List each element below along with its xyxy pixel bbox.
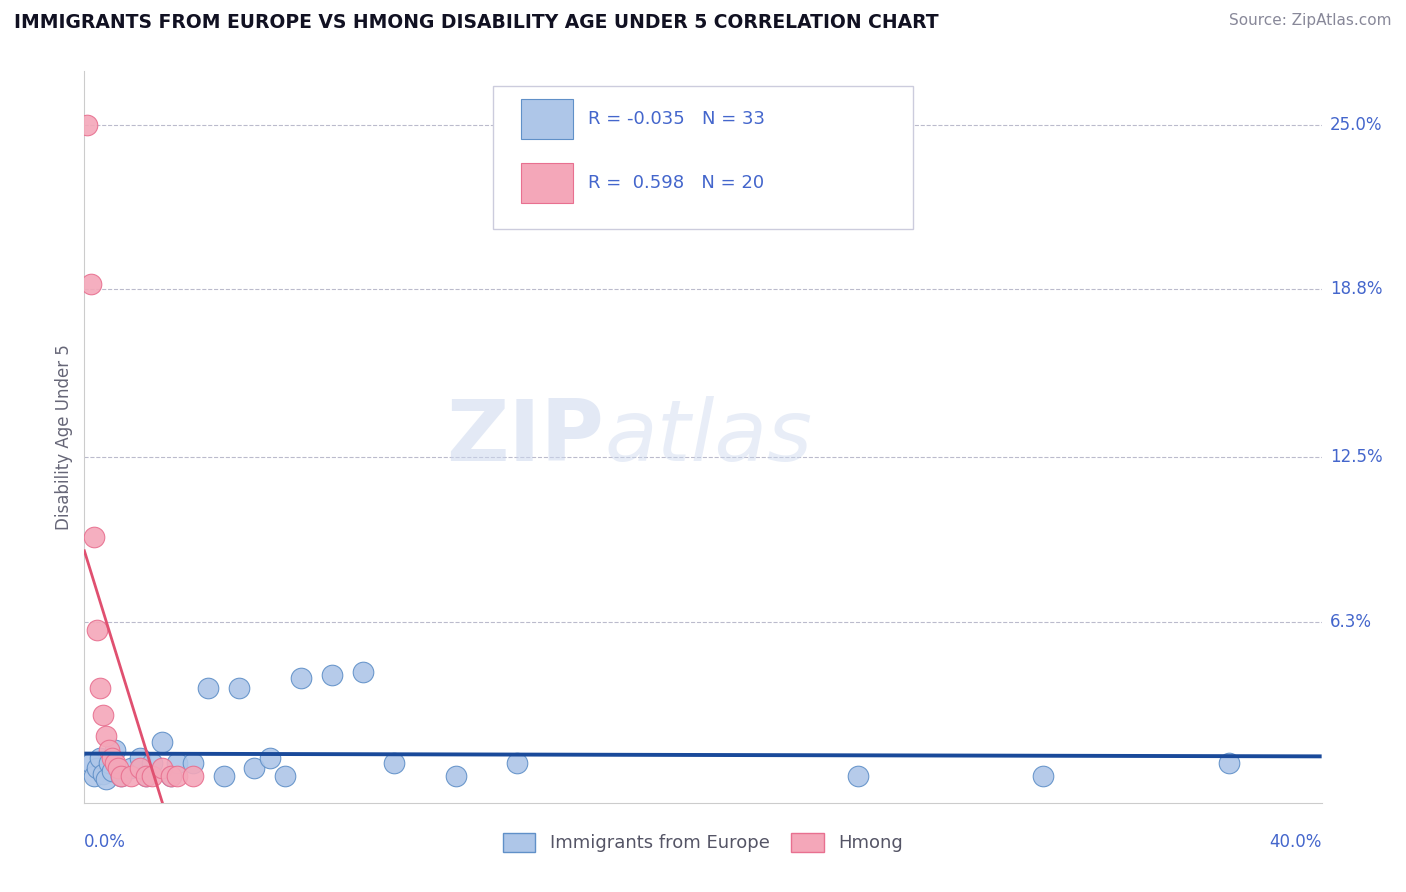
Text: 18.8%: 18.8% [1330,280,1382,299]
Text: 40.0%: 40.0% [1270,833,1322,851]
Point [104,756,127,770]
Bar [522,99,574,139]
Text: 0.0%: 0.0% [84,833,127,851]
Point [506,756,529,770]
Point [135,769,157,783]
Bar [522,163,574,203]
Point [110,769,132,783]
Point [259,750,281,764]
Point [150,761,173,775]
Point [107,761,129,775]
Point [83,769,105,783]
Text: atlas: atlas [605,395,813,479]
Point [181,769,204,783]
Point [101,764,124,778]
Point [83,530,105,544]
Text: 25.0%: 25.0% [1330,116,1382,134]
Text: 12.5%: 12.5% [1330,448,1382,466]
FancyBboxPatch shape [492,86,914,228]
Point [89,750,111,764]
Text: 6.3%: 6.3% [1330,613,1372,631]
Point [135,769,157,783]
Point [274,769,297,783]
Point [129,761,152,775]
Point [86,623,108,637]
Y-axis label: Disability Age Under 5: Disability Age Under 5 [55,344,73,530]
Point [120,769,142,783]
Point [141,756,163,770]
Point [846,769,869,783]
Point [166,769,188,783]
Point [129,750,152,764]
Point [181,756,204,770]
Point [141,769,163,783]
Text: R =  0.598   N = 20: R = 0.598 N = 20 [588,174,763,193]
Point [382,756,405,770]
Point [94,772,117,786]
Point [98,756,121,770]
Point [101,750,124,764]
Text: IMMIGRANTS FROM EUROPE VS HMONG DISABILITY AGE UNDER 5 CORRELATION CHART: IMMIGRANTS FROM EUROPE VS HMONG DISABILI… [14,13,939,32]
Point [91,766,114,780]
Point [86,761,108,775]
Legend: Immigrants from Europe, Hmong: Immigrants from Europe, Hmong [496,826,910,860]
Point [150,734,173,748]
Point [1032,769,1054,783]
Point [79,277,101,292]
Point [89,681,111,696]
Point [98,742,121,756]
Point [160,769,183,783]
Point [76,118,98,132]
Point [444,769,467,783]
Point [160,769,183,783]
Point [120,761,142,775]
Point [79,756,101,770]
Point [228,681,250,696]
Point [1218,756,1240,770]
Point [104,742,127,756]
Point [197,681,219,696]
Text: R = -0.035   N = 33: R = -0.035 N = 33 [588,110,765,128]
Point [110,769,132,783]
Text: ZIP: ZIP [446,395,605,479]
Point [94,729,117,743]
Point [91,708,114,723]
Text: Source: ZipAtlas.com: Source: ZipAtlas.com [1229,13,1392,29]
Point [290,671,312,685]
Point [243,761,266,775]
Point [321,668,343,682]
Point [212,769,235,783]
Point [352,665,374,680]
Point [166,756,188,770]
